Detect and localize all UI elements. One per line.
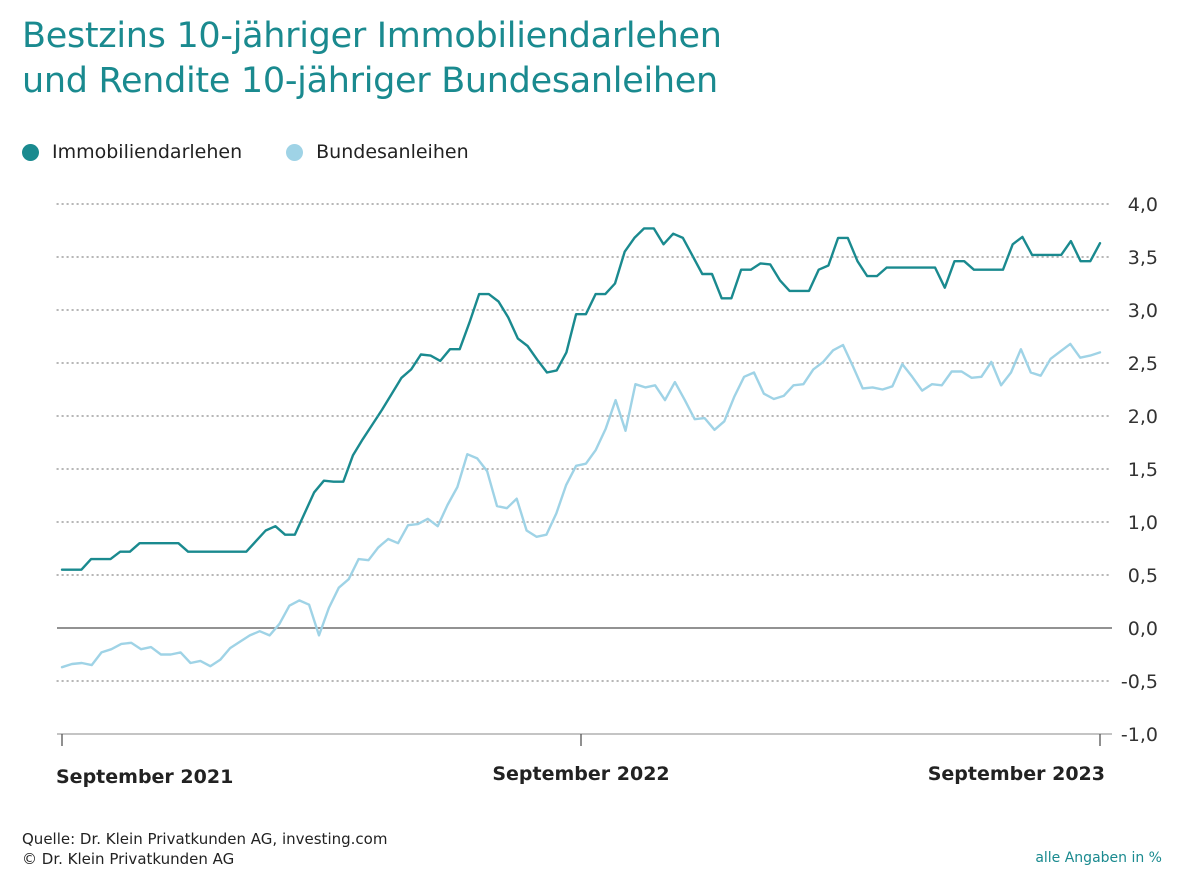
series-line-bundesanleihen [60,342,1102,669]
source-note: Quelle: Dr. Klein Privatkunden AG, inves… [22,829,387,869]
y-tick-label: 2,5 [1128,353,1158,375]
x-tick-label: September 2021 [56,766,233,788]
y-tick-label: 3,5 [1128,247,1158,269]
series-line-immobiliendarlehen [60,227,1102,571]
x-tick-label: September 2023 [928,763,1105,785]
y-tick-label: -0,5 [1121,671,1158,693]
copyright-text: © Dr. Klein Privatkunden AG [22,850,235,868]
legend-marker-bundesanleihen [286,143,304,161]
y-tick-label: -1,0 [1121,724,1158,746]
legend-label-immobiliendarlehen: Immobiliendarlehen [52,141,243,163]
chart-title-line-2: und Rendite 10-jähriger Bundesanleihen [22,61,718,101]
y-tick-label: 0,5 [1128,565,1158,587]
y-tick-label: 1,5 [1128,459,1158,481]
y-tick-label: 3,0 [1128,300,1158,322]
units-note: alle Angaben in % [1035,850,1162,866]
chart-title: Bestzins 10-jähriger Immobiliendarlehen … [22,14,722,104]
legend-item-bundesanleihen: Bundesanleihen [286,141,469,163]
legend: Immobiliendarlehen Bundesanleihen [22,140,513,164]
y-tick-label: 2,0 [1128,406,1158,428]
x-tick-label: September 2022 [492,763,669,785]
y-tick-label: 4,0 [1128,194,1158,216]
legend-item-immobiliendarlehen: Immobiliendarlehen [22,141,242,163]
y-tick-label: 1,0 [1128,512,1158,534]
legend-marker-immobiliendarlehen [22,143,39,161]
legend-label-bundesanleihen: Bundesanleihen [316,141,469,163]
source-text: Quelle: Dr. Klein Privatkunden AG, inves… [22,830,388,848]
y-tick-label: 0,0 [1128,618,1158,640]
chart-title-line-1: Bestzins 10-jähriger Immobiliendarlehen [22,16,722,56]
